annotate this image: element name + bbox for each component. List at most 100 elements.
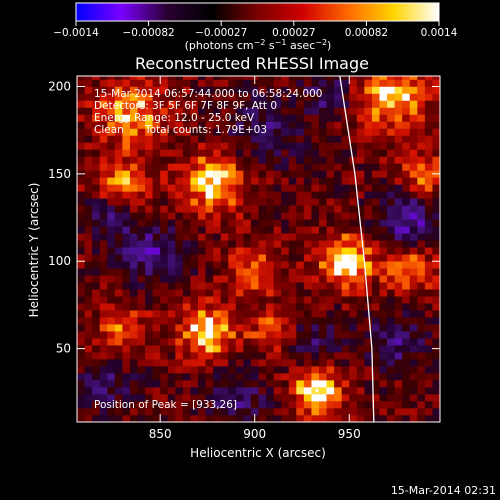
heatmap-cell <box>296 76 305 80</box>
heatmap-cell <box>334 387 342 395</box>
heatmap-cell <box>394 338 403 346</box>
heatmap-cell <box>152 184 161 192</box>
heatmap-cell <box>114 156 123 164</box>
heatmap-cell <box>213 408 221 416</box>
heatmap-cell <box>326 254 335 262</box>
heatmap-cell <box>311 303 320 311</box>
heatmap-cell <box>182 394 191 402</box>
heatmap-cell <box>281 170 290 178</box>
heatmap-cell <box>243 128 252 136</box>
heatmap-cell <box>167 184 176 192</box>
heatmap-cell <box>273 107 282 115</box>
heatmap-cell <box>243 310 252 318</box>
heatmap-cell <box>107 121 116 129</box>
heatmap-cell <box>228 317 237 325</box>
heatmap-cell <box>334 107 342 115</box>
heatmap-cell <box>175 401 184 409</box>
heatmap-cell <box>213 142 221 150</box>
heatmap-cell <box>379 275 388 283</box>
heatmap-cell <box>122 93 131 101</box>
heatmap-cell <box>303 142 312 150</box>
heatmap-cell <box>326 289 335 297</box>
heatmap-cell <box>182 289 191 297</box>
heatmap-cell <box>243 394 252 402</box>
heatmap-cell <box>296 114 305 122</box>
heatmap-cell <box>129 86 138 94</box>
heatmap-cell <box>145 240 153 248</box>
heatmap-cell <box>349 261 358 269</box>
heatmap-cell <box>387 128 395 136</box>
heatmap-cell <box>319 261 327 269</box>
heatmap-cell <box>250 198 259 206</box>
heatmap-cell <box>114 107 123 115</box>
heatmap-cell <box>122 247 131 255</box>
heatmap-cell <box>235 352 244 360</box>
heatmap-cell <box>107 198 116 206</box>
heatmap-cell <box>122 373 131 381</box>
heatmap-cell <box>326 219 335 227</box>
heatmap-cell <box>152 79 161 87</box>
heatmap-cell <box>228 170 237 178</box>
heatmap-cell <box>371 107 380 115</box>
heatmap-cell <box>273 86 282 94</box>
heatmap-cell <box>122 128 131 136</box>
heatmap-cell <box>99 233 108 241</box>
heatmap-cell <box>122 76 131 80</box>
heatmap-cell <box>122 345 131 353</box>
heatmap-cell <box>250 268 259 276</box>
heatmap-cell <box>122 331 131 339</box>
heatmap-cell <box>326 352 335 360</box>
heatmap-cell <box>198 170 206 178</box>
heatmap-cell <box>129 254 138 262</box>
heatmap-cell <box>145 142 153 150</box>
heatmap-cell <box>417 324 426 332</box>
heatmap-cell <box>77 303 85 311</box>
heatmap-cell <box>205 170 214 178</box>
heatmap-cell <box>122 177 131 185</box>
heatmap-cell <box>402 219 411 227</box>
heatmap-cell <box>220 177 229 185</box>
heatmap-cell <box>99 212 108 220</box>
heatmap-cell <box>409 128 418 136</box>
heatmap-cell <box>167 275 176 283</box>
heatmap-cell <box>303 121 312 129</box>
heatmap-cell <box>341 163 350 171</box>
heatmap-cell <box>319 296 327 304</box>
heatmap-cell <box>122 107 131 115</box>
heatmap-cell <box>311 373 320 381</box>
heatmap-cell <box>258 156 267 164</box>
heatmap-cell <box>77 76 85 80</box>
heatmap-cell <box>417 107 426 115</box>
heatmap-cell <box>84 114 93 122</box>
heatmap-cell <box>99 79 108 87</box>
heatmap-cell <box>432 79 440 87</box>
heatmap-cell <box>281 76 290 80</box>
heatmap-cell <box>379 373 388 381</box>
heatmap-cell <box>409 352 418 360</box>
heatmap-cell <box>266 177 274 185</box>
heatmap-cell <box>137 76 146 80</box>
heatmap-cell <box>129 128 138 136</box>
heatmap-cell <box>99 198 108 206</box>
heatmap-cell <box>319 394 327 402</box>
heatmap-cell <box>311 191 320 199</box>
heatmap-cell <box>424 93 433 101</box>
heatmap-cell <box>311 86 320 94</box>
heatmap-cell <box>334 184 342 192</box>
heatmap-cell <box>273 289 282 297</box>
heatmap-cell <box>402 240 411 248</box>
heatmap-cell <box>152 359 161 367</box>
heatmap-cell <box>326 191 335 199</box>
heatmap-cell <box>417 331 426 339</box>
heatmap-cell <box>114 331 123 339</box>
heatmap-cell <box>371 275 380 283</box>
heatmap-cell <box>84 247 93 255</box>
heatmap-cell <box>424 303 433 311</box>
heatmap-cell <box>303 387 312 395</box>
heatmap-cell <box>182 100 191 108</box>
heatmap-cell <box>160 100 169 108</box>
heatmap-cell <box>402 177 411 185</box>
heatmap-cell <box>341 93 350 101</box>
heatmap-cell <box>424 359 433 367</box>
heatmap-cell <box>77 114 85 122</box>
